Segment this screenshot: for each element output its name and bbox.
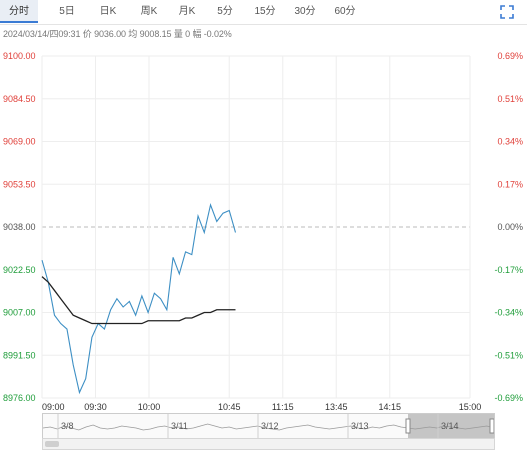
- price-tick-label: 9100.00: [3, 51, 36, 61]
- time-tick-label: 09:00: [42, 402, 65, 412]
- price-tick-label: 8976.00: [3, 393, 36, 403]
- tab-5[interactable]: 月K: [178, 6, 196, 17]
- price-tick-label: 9007.00: [3, 308, 36, 318]
- tab-8[interactable]: 30分: [294, 6, 316, 17]
- percent-tick-label: 0.17%: [497, 179, 523, 189]
- navigator-date-label: 3/11: [171, 421, 188, 431]
- percent-tick-label: -0.17%: [494, 265, 523, 275]
- percent-tick-label: -0.69%: [494, 393, 523, 403]
- price-tick-label: 8991.50: [3, 350, 36, 360]
- navigator-date-label: 3/14: [441, 421, 459, 431]
- percent-tick-label: 0.00%: [497, 222, 523, 232]
- time-tick-label: 11:15: [272, 402, 294, 412]
- percent-tick-label: 0.69%: [497, 51, 523, 61]
- time-tick-label: 10:00: [138, 402, 161, 412]
- navigator-scrollbar[interactable]: [42, 438, 495, 450]
- price-tick-label: 9053.50: [3, 179, 36, 189]
- time-tick-label: 13:45: [325, 402, 348, 412]
- price-tick-label: 9069.00: [3, 137, 36, 147]
- navigator-handle-left: [405, 418, 411, 434]
- navigator-handle-right: [489, 418, 494, 434]
- percent-tick-label: -0.51%: [494, 350, 523, 360]
- intraday-chart[interactable]: 9100.00 0.69% 9084.50 0.51% 9069.00 0.34% 9053…: [0, 0, 527, 413]
- time-tick-label: 15:00: [459, 402, 482, 412]
- time-tick-label: 10:45: [218, 402, 241, 412]
- time-tick-label: 14:15: [378, 402, 401, 412]
- period-tab-bar: 分时 5日 日K 周K 月K 5分 15分 30分 60分: [0, 0, 527, 25]
- quote-info-bar: 2024/03/14/四09:31 价 9036.00 均 9008.15 量 …: [3, 29, 232, 39]
- price-tick-label: 9084.50: [3, 94, 36, 104]
- percent-tick-label: 0.51%: [497, 94, 523, 104]
- fullscreen-icon[interactable]: [500, 5, 514, 19]
- navigator-date-label: 3/12: [261, 421, 279, 431]
- tab-9[interactable]: 60分: [334, 6, 356, 17]
- navigator-date-label: 3/8: [61, 421, 74, 431]
- time-tick-label: 09:30: [84, 402, 107, 412]
- tab-7[interactable]: 15分: [254, 6, 276, 17]
- price-line: [41, 203, 237, 395]
- navigator-selection: [408, 414, 494, 438]
- price-tick-label: 9022.50: [3, 265, 36, 275]
- tab-4[interactable]: 周K: [140, 6, 158, 17]
- average-price-line: [41, 276, 236, 325]
- tab-3[interactable]: 日K: [99, 6, 117, 17]
- range-navigator[interactable]: 3/8 3/11 3/12 3/13 3/14: [42, 413, 495, 439]
- tab-1[interactable]: 分时: [0, 0, 38, 23]
- tab-2[interactable]: 5日: [59, 6, 75, 17]
- scrollbar-thumb[interactable]: [45, 441, 59, 447]
- percent-tick-label: -0.34%: [494, 308, 523, 318]
- tab-6[interactable]: 5分: [217, 6, 233, 17]
- price-tick-label: 9038.00: [3, 222, 36, 232]
- percent-tick-label: 0.34%: [497, 137, 523, 147]
- navigator-date-label: 3/13: [351, 421, 369, 431]
